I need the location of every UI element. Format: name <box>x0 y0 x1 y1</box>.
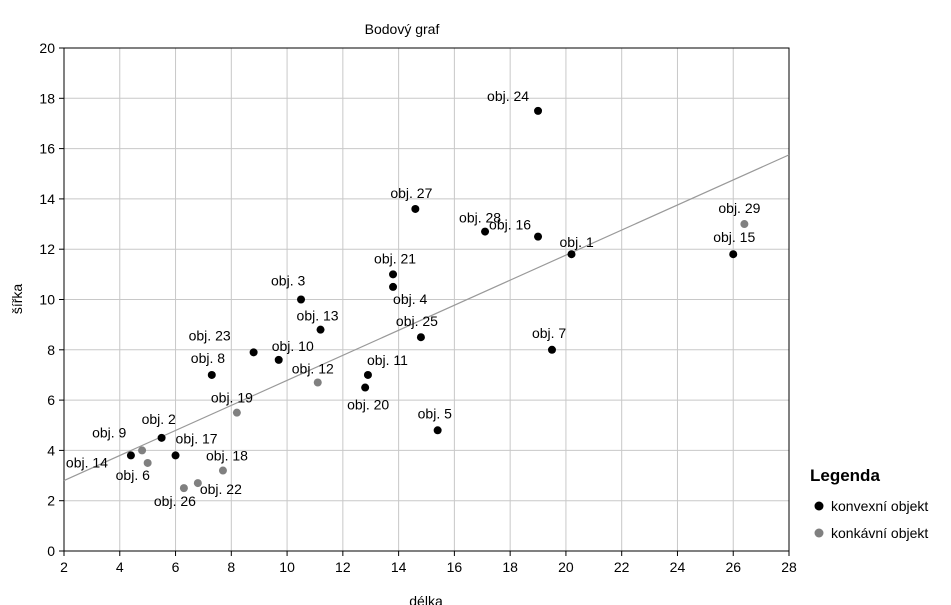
concave-point <box>143 458 152 467</box>
y-axis-ticks: 0 2 4 6 8 10 12 14 16 18 20 <box>39 40 64 559</box>
point-label: obj. 7 <box>532 325 566 341</box>
x-tick-label: 24 <box>670 559 686 575</box>
legend-marker-concave <box>814 528 824 538</box>
x-tick-label: 14 <box>391 559 407 575</box>
point-label: obj. 26 <box>154 493 196 509</box>
x-tick-label: 10 <box>279 559 295 575</box>
convex-point <box>534 232 543 241</box>
point-label: obj. 25 <box>396 313 438 329</box>
point-label: obj. 10 <box>272 338 314 354</box>
concave-point <box>218 466 227 475</box>
point-label: obj. 13 <box>297 308 339 324</box>
convex-point <box>297 295 306 304</box>
convex-point <box>274 355 283 364</box>
point-label: obj. 20 <box>347 397 389 413</box>
y-tick-label: 14 <box>39 191 55 207</box>
convex-point <box>567 250 576 259</box>
point-label: obj. 21 <box>374 250 416 266</box>
point-label: obj. 1 <box>560 234 594 250</box>
x-axis-ticks: 2 4 6 8 10 12 14 16 18 20 22 24 26 28 <box>60 551 797 575</box>
point-label: obj. 3 <box>271 273 305 289</box>
y-tick-label: 8 <box>47 342 55 358</box>
point-label: obj. 8 <box>191 350 225 366</box>
concave-point <box>313 378 322 387</box>
y-axis-label: šířka <box>9 284 25 315</box>
x-tick-label: 8 <box>227 559 235 575</box>
convex-point <box>416 333 425 342</box>
legend-marker-convex <box>814 501 824 511</box>
y-tick-label: 2 <box>47 493 55 509</box>
legend-title: Legenda <box>810 466 880 485</box>
x-tick-label: 6 <box>172 559 180 575</box>
convex-point <box>433 426 442 435</box>
x-tick-label: 2 <box>60 559 68 575</box>
convex-point <box>547 345 556 354</box>
point-label: obj. 2 <box>142 411 176 427</box>
point-label: obj. 14 <box>66 454 108 470</box>
point-label: obj. 23 <box>189 327 231 343</box>
convex-point <box>389 270 398 279</box>
legend-label-concave: konkávní objekt <box>831 525 928 541</box>
y-tick-label: 18 <box>39 90 55 106</box>
convex-point <box>316 325 325 334</box>
convex-point <box>481 227 490 236</box>
point-label: obj. 16 <box>489 217 531 233</box>
convex-point <box>171 451 180 460</box>
convex-point <box>249 348 258 357</box>
point-label: obj. 19 <box>211 390 253 406</box>
point-label: obj. 27 <box>390 185 432 201</box>
point-label: obj. 24 <box>487 88 529 104</box>
convex-point <box>361 383 370 392</box>
point-label: obj. 22 <box>200 481 242 497</box>
legend-label-convex: konvexní objekt <box>831 498 928 514</box>
point-label: obj. 5 <box>418 405 452 421</box>
x-tick-label: 22 <box>614 559 630 575</box>
point-label: obj. 15 <box>713 229 755 245</box>
convex-point <box>534 106 543 115</box>
convex-point <box>363 370 372 379</box>
point-label: obj. 11 <box>367 352 408 368</box>
concave-point <box>179 484 188 493</box>
convex-point <box>126 451 135 460</box>
convex-point <box>207 370 216 379</box>
y-tick-label: 20 <box>39 40 55 56</box>
point-label: obj. 6 <box>116 467 150 483</box>
point-label: obj. 29 <box>718 200 760 216</box>
x-tick-label: 12 <box>335 559 351 575</box>
y-tick-label: 0 <box>47 543 55 559</box>
x-axis-label: délka <box>409 593 443 605</box>
y-tick-label: 16 <box>39 141 55 157</box>
x-tick-label: 28 <box>781 559 797 575</box>
x-tick-label: 16 <box>447 559 463 575</box>
convex-point <box>157 433 166 442</box>
y-tick-label: 4 <box>47 442 55 458</box>
trend-line <box>63 154 790 482</box>
y-tick-label: 12 <box>39 241 55 257</box>
regression-line <box>63 154 790 482</box>
chart-title: Bodový graf <box>365 21 440 37</box>
concave-point <box>193 479 202 488</box>
x-tick-label: 18 <box>502 559 518 575</box>
point-label: obj. 18 <box>206 448 248 464</box>
x-tick-label: 26 <box>725 559 741 575</box>
convex-point <box>411 204 420 213</box>
data-points: obj. 1 obj. 2 obj. 3 obj. 4 obj. 5 obj. 7 obj.… <box>66 88 761 509</box>
x-tick-label: 20 <box>558 559 574 575</box>
concave-point <box>232 408 241 417</box>
concave-point <box>138 446 147 455</box>
y-tick-label: 10 <box>39 292 55 308</box>
point-label: obj. 12 <box>292 360 334 376</box>
convex-point <box>729 250 738 259</box>
point-label: obj. 28 <box>459 210 501 226</box>
x-tick-label: 4 <box>116 559 124 575</box>
point-label: obj. 9 <box>92 424 126 440</box>
convex-point <box>389 282 398 291</box>
legend: Legenda konvexní objekt konkávní objekt <box>810 466 928 541</box>
point-label: obj. 4 <box>393 291 427 307</box>
concave-point <box>740 220 749 229</box>
y-tick-label: 6 <box>47 392 55 408</box>
point-label: obj. 17 <box>176 430 218 446</box>
